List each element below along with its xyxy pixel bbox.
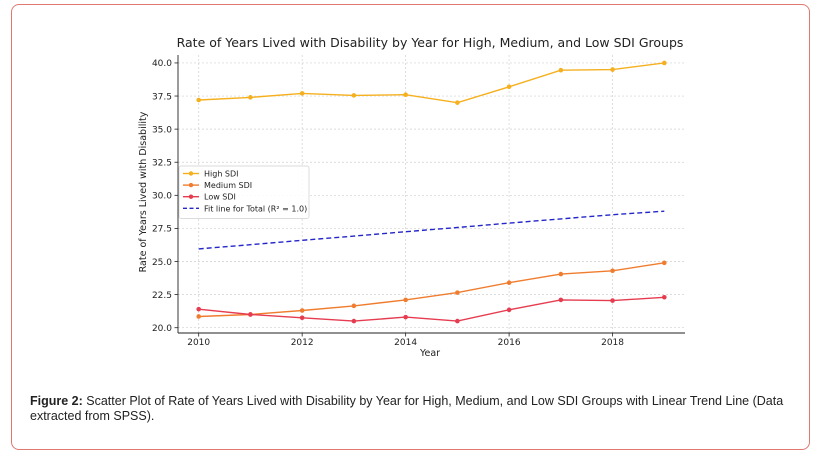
low-sdi-point [455, 318, 460, 324]
legend-swatch-marker [188, 182, 194, 188]
medium-sdi-point [662, 260, 667, 266]
high-sdi-point [662, 60, 667, 66]
high-sdi-point [506, 84, 512, 90]
axes: 20.0 22.5 25.0 27.5 30.0 32.5 35.0 37.5 40.0 2010… [152, 55, 685, 348]
low-sdi-point [506, 307, 512, 313]
caption-text: Scatter Plot of Rate of Years Lived with… [30, 394, 784, 423]
legend-swatch-marker [188, 171, 194, 176]
y-tick-label: 32.5 [152, 159, 172, 169]
figure-frame [11, 4, 810, 450]
medium-sdi-point [403, 297, 408, 303]
caption-label: Figure 2: [30, 394, 83, 408]
high-sdi-point [351, 93, 357, 98]
medium-sdi-point [558, 271, 564, 277]
low-sdi-point [196, 306, 201, 312]
low-sdi-point [299, 315, 305, 321]
y-tick-label: 20.0 [152, 324, 172, 334]
x-axis-label: Year [419, 348, 440, 359]
legend-box [178, 165, 310, 219]
legend-label: High SDI [204, 170, 239, 179]
legend: High SDI Medium SDI Low SDI Fit line for To… [178, 165, 310, 219]
y-tick-label: 35.0 [152, 125, 172, 135]
medium-sdi-point [351, 303, 357, 309]
high-sdi-line [198, 62, 665, 104]
x-tick-label: 2012 [291, 338, 314, 348]
x-tick-label: 2014 [394, 338, 417, 348]
fit-line [198, 210, 665, 250]
high-sdi-point [196, 97, 201, 103]
high-sdi-point [299, 91, 305, 96]
x-tick-label: 2016 [498, 338, 521, 348]
low-sdi-point [403, 314, 408, 320]
high-sdi-point [558, 67, 564, 73]
low-sdi-point [662, 294, 667, 300]
y-tick-label: 25.0 [152, 258, 172, 268]
y-tick-label: 40.0 [152, 59, 172, 69]
medium-sdi-point [196, 314, 201, 319]
y-tick-label: 30.0 [152, 192, 172, 202]
legend-label: Fit line for Total (R² = 1.0) [204, 204, 307, 213]
low-sdi-point [558, 297, 564, 303]
low-sdi-line [198, 296, 665, 322]
y-tick-label: 37.5 [152, 92, 172, 102]
y-tick-label: 27.5 [152, 225, 172, 235]
low-sdi-point [248, 312, 253, 317]
medium-sdi-line [198, 262, 665, 318]
medium-sdi-point [610, 268, 615, 274]
high-sdi-point [403, 92, 408, 98]
high-sdi-point [248, 95, 253, 100]
medium-sdi-point [455, 290, 460, 295]
legend-label: Medium SDI [204, 181, 252, 190]
medium-sdi-point [506, 280, 512, 285]
chart-title: Rate of Years Lived with Disability by Y… [177, 35, 684, 50]
low-sdi-point [351, 318, 357, 324]
legend-label: Low SDI [204, 193, 236, 202]
series-layer [196, 60, 667, 324]
high-sdi-point [455, 100, 460, 105]
low-sdi-point [610, 298, 615, 303]
medium-sdi-point [299, 308, 305, 313]
grid-lines [178, 55, 685, 333]
figure-caption: Figure 2: Scatter Plot of Rate of Years … [30, 394, 790, 424]
y-axis-label: Rate of Years Lived with Disability [138, 111, 149, 272]
legend-swatch-marker [188, 194, 194, 199]
y-tick-label: 22.5 [152, 291, 172, 301]
x-tick-label: 2018 [601, 338, 624, 348]
high-sdi-point [610, 67, 615, 72]
x-tick-label: 2010 [187, 338, 210, 348]
